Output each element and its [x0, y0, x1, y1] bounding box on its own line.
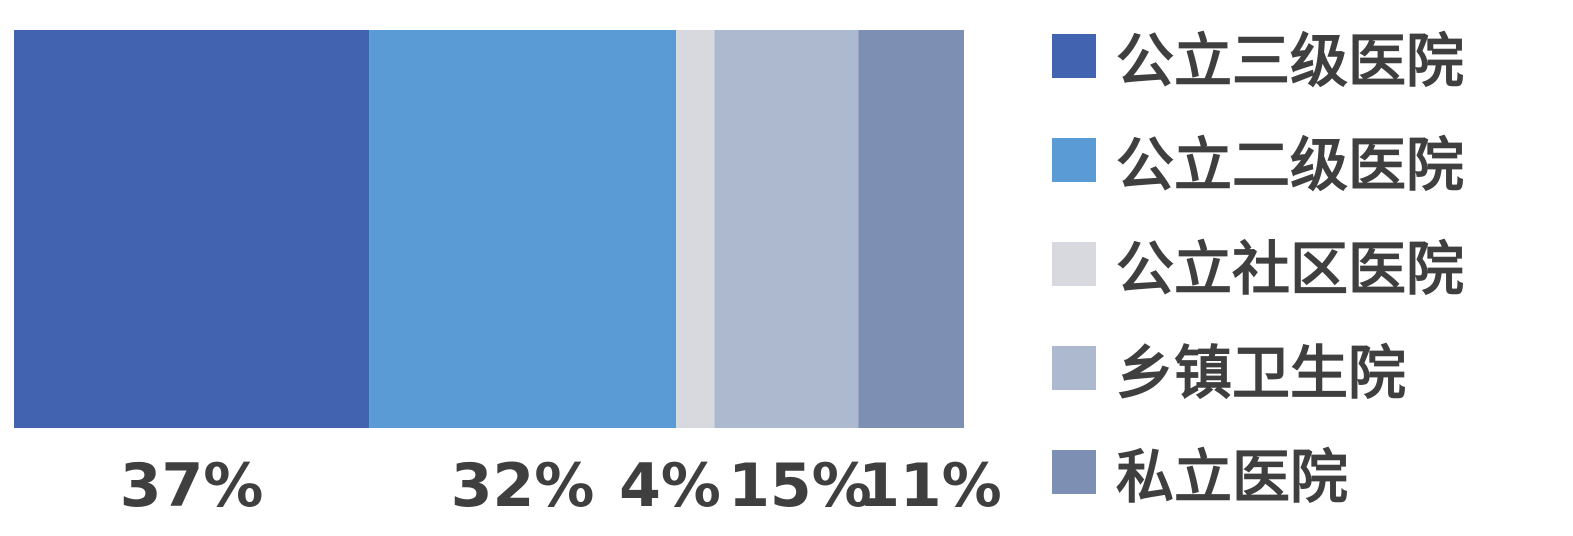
bar-segments [14, 30, 964, 428]
legend-item: 公立社区医院 [1052, 214, 1464, 314]
legend-label: 公立社区医院 [1116, 235, 1465, 303]
legend-swatch [1052, 450, 1096, 494]
legend-swatch [1052, 34, 1096, 78]
bar-segment-5 [858, 30, 964, 428]
percent-label: 37% [120, 451, 264, 521]
legend-swatch [1052, 138, 1096, 182]
percent-label: 11% [858, 451, 1000, 521]
legend-swatch [1052, 346, 1096, 390]
legend-label: 私立医院 [1116, 443, 1349, 511]
legend: 公立三级医院 公立二级医院 公立社区医院 乡镇卫生院私立医院 [1052, 0, 1573, 536]
bar-segment-1 [14, 30, 370, 428]
percent-label: 4% [619, 451, 721, 521]
legend-swatch [1052, 242, 1096, 286]
legend-item: 乡镇卫生院 [1052, 318, 1406, 418]
percent-label: 32% [451, 451, 595, 521]
bar-segment-3 [676, 30, 715, 428]
legend-label: 乡镇卫生院 [1116, 339, 1407, 407]
legend-label: 公立三级医院 [1116, 27, 1465, 95]
legend-label: 公立二级医院 [1116, 131, 1465, 199]
legend-item: 私立医院 [1052, 422, 1348, 522]
bar-segment-2 [369, 30, 677, 428]
bar-segment-4 [714, 30, 859, 428]
legend-item: 公立三级医院 [1052, 6, 1464, 106]
legend-item: 公立二级医院 [1052, 110, 1464, 210]
stacked-bar-chart: 37% 32% 4% 15%11% [14, 30, 1000, 521]
percent-labels: 37% 32% 4% 15%11% [120, 451, 1000, 521]
percent-label: 15% [728, 451, 872, 521]
